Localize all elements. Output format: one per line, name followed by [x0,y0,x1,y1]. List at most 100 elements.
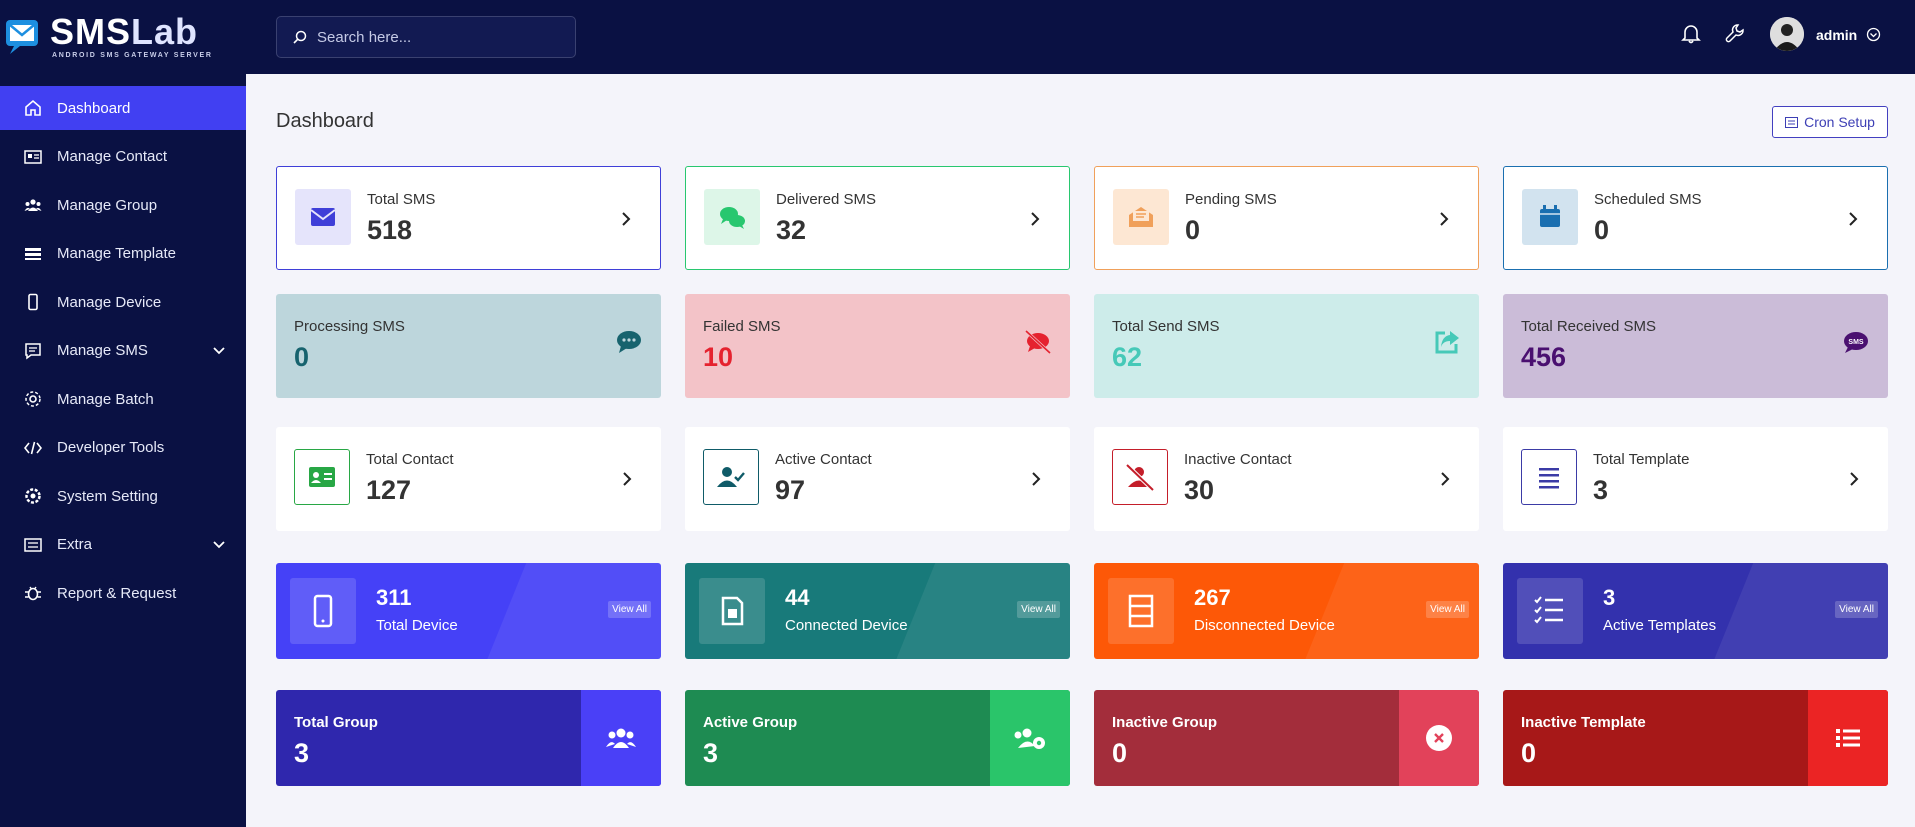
device-label: Connected Device [785,617,908,634]
stat-value: 0 [1594,215,1610,245]
topbar: admin [246,0,1915,74]
code-icon [24,441,42,454]
stat-card-delivered-sms[interactable]: Delivered SMS 32 [685,166,1070,270]
stat-card-processing-sms[interactable]: Processing SMS 0 [276,294,661,398]
group-value: 0 [1112,738,1128,768]
sidebar-item-label: Manage Group [57,196,158,214]
icon-box [1113,189,1169,245]
device-value: 311 [376,585,412,610]
group-value: 0 [1521,738,1537,768]
sidebar-item-manage-contact[interactable]: Manage Contact [0,135,246,179]
share-square-icon [1435,331,1459,354]
stat-card-total-received-sms[interactable]: Total Received SMS 456 SMS [1503,294,1888,398]
users-cog-icon [1014,728,1045,749]
search-icon [293,30,307,44]
chevron-right-icon[interactable] [619,469,635,489]
envelope-icon [310,208,336,226]
group-card-inactive-template[interactable]: Inactive Template 0 [1503,690,1888,786]
stat-label: Total Template [1593,451,1690,468]
sidebar-item-label: Manage Contact [57,148,168,165]
group-value: 3 [703,738,719,768]
view-all-link[interactable]: View All [608,601,651,618]
stat-card-scheduled-sms[interactable]: Scheduled SMS 0 [1503,166,1888,270]
brand-logo[interactable]: SMSLab ANDROID SMS GATEWAY SERVER [0,0,246,74]
user-photo-icon [1770,17,1804,51]
chevron-right-icon[interactable] [618,209,634,229]
stat-card-failed-sms[interactable]: Failed SMS 10 [685,294,1070,398]
stat-label: Total Received SMS [1521,318,1657,335]
stat-label: Active Contact [775,451,872,468]
stat-card-total-sms[interactable]: Total SMS 518 [276,166,661,270]
stat-card-total-contact[interactable]: Total Contact 127 [276,427,661,531]
stat-label: Delivered SMS [776,191,877,208]
sidebar-item-label: Developer Tools [57,439,165,456]
group-label: Inactive Group [1112,714,1218,731]
view-all-link[interactable]: View All [1835,601,1878,618]
icon-box [295,189,351,245]
chevron-right-icon[interactable] [1846,469,1862,489]
chevron-right-icon[interactable] [1027,209,1043,229]
chevron-down-icon [213,540,225,548]
bell-icon[interactable] [1680,22,1702,44]
icon-box [703,449,759,505]
user-name[interactable]: admin [1816,27,1858,43]
chat-bubbles-icon [720,207,745,229]
sidebar-item-manage-device[interactable]: Manage Device [0,280,246,324]
bug-icon [25,586,41,601]
stat-card-inactive-contact[interactable]: Inactive Contact 30 [1094,427,1479,531]
sidebar-item-system-setting[interactable]: System Setting [0,474,246,518]
list-icon [24,537,42,552]
search-box[interactable] [276,16,576,58]
stat-card-active-contact[interactable]: Active Contact 97 [685,427,1070,531]
sidebar-item-manage-batch[interactable]: Manage Batch [0,377,246,421]
stat-label: Pending SMS [1185,191,1277,208]
avatar[interactable] [1770,17,1804,51]
sidebar-item-manage-sms[interactable]: Manage SMS [0,329,246,373]
sidebar-item-dashboard[interactable]: Dashboard [0,86,246,130]
stat-card-total-send-sms[interactable]: Total Send SMS 62 [1094,294,1479,398]
view-all-link[interactable]: View All [1017,601,1060,618]
sidebar: SMSLab ANDROID SMS GATEWAY SERVER Dashbo… [0,0,246,827]
device-card-total-device[interactable]: 311 Total Device View All [276,563,661,659]
icon-box [1517,578,1583,644]
cron-setup-label: Cron Setup [1804,114,1875,130]
stat-value: 127 [366,475,412,505]
sidebar-item-extra[interactable]: Extra [0,523,246,567]
align-justify-icon [1539,468,1559,489]
view-all-link[interactable]: View All [1426,601,1469,618]
chevron-right-icon[interactable] [1436,209,1452,229]
group-label: Inactive Template [1521,714,1646,731]
batch-icon [25,391,41,407]
chevron-down-icon [213,346,225,354]
stat-label: Failed SMS [703,318,781,335]
sidebar-item-manage-group[interactable]: Manage Group [0,183,246,227]
device-card-connected-device[interactable]: 44 Connected Device View All [685,563,1070,659]
stat-value: 10 [703,342,734,372]
stat-value: 30 [1184,475,1215,505]
chevron-right-icon[interactable] [1028,469,1044,489]
device-label: Total Device [376,617,458,634]
chevron-right-icon[interactable] [1845,209,1861,229]
sidebar-item-label: Report & Request [57,584,177,602]
stat-label: Inactive Contact [1184,451,1292,468]
device-card-disconnected-device[interactable]: 267 Disconnected Device View All [1094,563,1479,659]
sidebar-item-label: Manage SMS [57,342,148,359]
chevron-right-icon[interactable] [1437,469,1453,489]
sidebar-item-developer-tools[interactable]: Developer Tools [0,426,246,470]
stat-value: 456 [1521,342,1567,372]
sidebar-item-manage-template[interactable]: Manage Template [0,232,246,276]
stat-card-pending-sms[interactable]: Pending SMS 0 [1094,166,1479,270]
stat-label: Processing SMS [294,318,405,335]
device-card-active-templates[interactable]: 3 Active Templates View All [1503,563,1888,659]
stat-card-total-template[interactable]: Total Template 3 [1503,427,1888,531]
wrench-icon[interactable] [1724,22,1746,44]
group-card-total-group[interactable]: Total Group 3 [276,690,661,786]
mobile-icon [28,293,38,311]
group-card-active-group[interactable]: Active Group 3 [685,690,1070,786]
group-card-inactive-group[interactable]: Inactive Group 0 [1094,690,1479,786]
search-input[interactable] [317,25,567,49]
sidebar-item-report-request[interactable]: Report & Request [0,571,246,615]
chevron-down-circle-icon[interactable] [1866,27,1881,42]
cron-setup-button[interactable]: Cron Setup [1772,106,1888,138]
device-label: Active Templates [1603,617,1717,634]
